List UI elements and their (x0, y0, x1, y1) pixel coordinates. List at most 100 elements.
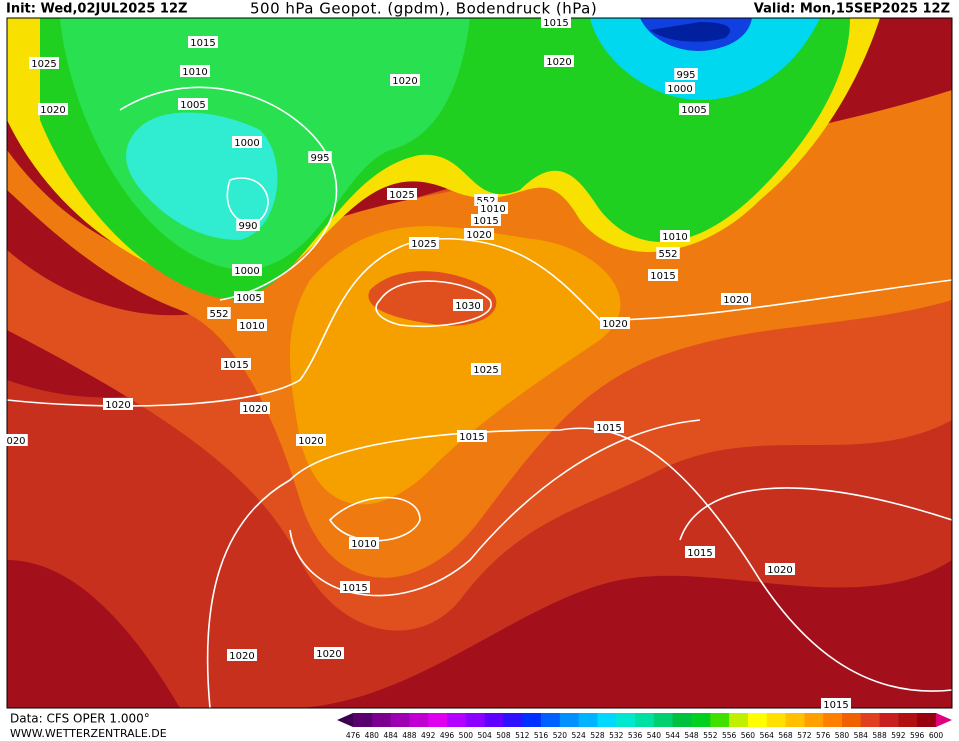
isobar-label: 552 (658, 249, 677, 260)
isobar-label: 1020 (229, 651, 254, 662)
isobar-label: 1030 (455, 301, 480, 312)
scale-box (484, 713, 504, 727)
scale-label: 480 (365, 731, 380, 740)
isobar-label-box (180, 65, 210, 77)
isobar-label: 1015 (596, 423, 621, 434)
map-title: 500 hPa Geopot. (gpdm), Bodendruck (hPa) (250, 0, 597, 18)
scale-label: 556 (722, 731, 737, 740)
scale-label: 544 (666, 731, 681, 740)
scale-arrow (337, 713, 353, 727)
isobar-label-box (4, 434, 28, 446)
isobar-label-box (660, 230, 690, 242)
valid-time: Valid: Mon,15SEP2025 12Z (754, 2, 950, 17)
scale-box (710, 713, 730, 727)
isobar-label: 1015 (543, 18, 568, 29)
scale-box (559, 713, 580, 727)
isobar-label: 1020 (602, 319, 627, 330)
isobar-label-box (541, 16, 571, 28)
data-source: Data: CFS OPER 1.000° (10, 712, 150, 726)
scale-box (409, 713, 429, 727)
isobar-label: 1005 (180, 100, 205, 111)
isobar-label-box (387, 188, 417, 200)
scale-label: 592 (891, 731, 906, 740)
scale-box (465, 713, 486, 727)
isobar-label: 1020 (767, 565, 792, 576)
isobar-label-box (464, 228, 494, 240)
scale-box (879, 713, 899, 727)
isobar-label-box (29, 57, 59, 69)
isobar-label-box (314, 647, 344, 659)
map-frame (6, 17, 953, 709)
scale-box (447, 713, 467, 727)
scale-box (898, 713, 918, 727)
scale-box (541, 713, 561, 727)
isobar-label-box (665, 82, 695, 94)
scale-label: 488 (402, 731, 417, 740)
isobar-label-box (478, 202, 508, 214)
isobar-label: 1000 (234, 266, 259, 277)
isobar-label: 1015 (223, 360, 248, 371)
isobar-label: 1015 (687, 548, 712, 559)
scale-box (353, 713, 373, 727)
isobar-label: 1010 (351, 539, 376, 550)
isobar-label: 1025 (473, 365, 498, 376)
isobar-label: 1010 (182, 67, 207, 78)
scale-label: 516 (534, 731, 549, 740)
scale-label: 476 (346, 731, 361, 740)
scale-label: 572 (797, 731, 812, 740)
isobar-label-box (232, 264, 262, 276)
scale-arrow (936, 713, 952, 727)
isobar-label: 1025 (389, 190, 414, 201)
scale-label: 584 (854, 731, 869, 740)
scale-label: 564 (760, 731, 775, 740)
scale-label: 596 (910, 731, 925, 740)
scale-label: 588 (872, 731, 887, 740)
scale-box (578, 713, 598, 727)
isobar-label: 1020 (316, 649, 341, 660)
isobar-label-box (207, 307, 231, 319)
scale-box (503, 713, 523, 727)
isobar-label-box (103, 398, 133, 410)
isobar-label: 990 (238, 221, 257, 232)
scale-label: 500 (459, 731, 474, 740)
isobar-label: 1015 (459, 432, 484, 443)
scale-label: 492 (421, 731, 436, 740)
isobar-label: 1005 (236, 293, 261, 304)
isobar-labels: 1015 1025 1010 1020 1005 1000 995 990 1000 1005 55… (4, 16, 851, 711)
isobar-label-box (471, 363, 501, 375)
isobar-label-box (236, 219, 260, 231)
scale-box (860, 713, 881, 727)
scale-box (841, 713, 862, 727)
scale-label: 508 (496, 731, 511, 740)
scale-label: 524 (572, 731, 587, 740)
isobar-label: 1020 (40, 105, 65, 116)
isobar-label: 1010 (480, 204, 505, 215)
isobar-label-box (457, 430, 487, 442)
isobar-label-box (178, 98, 208, 110)
isobar-label: 1025 (411, 239, 436, 250)
isobar-label: 1025 (31, 59, 56, 70)
scale-box (917, 713, 937, 727)
isobar-label-box (594, 421, 624, 433)
isobar-label: 1020 (466, 230, 491, 241)
scale-label: 548 (684, 731, 699, 740)
isobar-label-box (308, 151, 332, 163)
scale-box (653, 713, 674, 727)
scale-label: 560 (741, 731, 756, 740)
isobar-label-box (453, 299, 483, 311)
isobar-label-box (237, 319, 267, 331)
isobar-label-box (409, 237, 439, 249)
isobar-label-box (38, 103, 68, 115)
isobar-label-box (390, 74, 420, 86)
scale-label: 528 (590, 731, 605, 740)
scale-box (616, 713, 636, 727)
isobar-label: 1005 (681, 105, 706, 116)
isobar-label: 1010 (662, 232, 687, 243)
scale-label: 512 (515, 731, 530, 740)
color-scale: 476 480 484 488 492 496 500 504 508 512 516 520 524 5… (337, 713, 952, 740)
isobar-label: 995 (676, 70, 695, 81)
isobar-label-box (679, 103, 709, 115)
isobar-label: 1000 (234, 138, 259, 149)
scale-label: 552 (703, 731, 718, 740)
scale-box (597, 713, 617, 727)
